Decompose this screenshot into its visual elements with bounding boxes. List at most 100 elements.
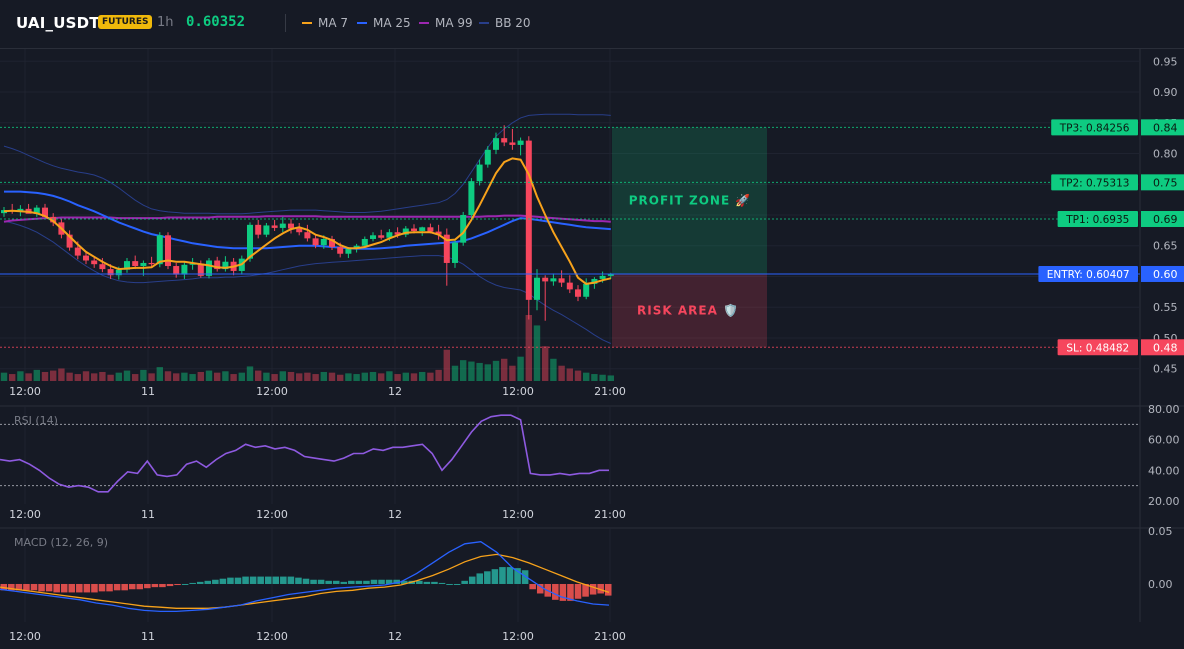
candle-body <box>337 246 344 254</box>
volume-bar <box>25 373 32 381</box>
macd-histogram-bar <box>212 579 219 584</box>
macd-histogram-bar <box>499 567 506 584</box>
bb-upper-line <box>3 113 611 215</box>
candle-body <box>42 207 48 217</box>
volume-bar <box>107 374 114 381</box>
candle-body <box>525 140 532 300</box>
legend-label: BB 20 <box>495 16 531 30</box>
macd-histogram-bar <box>91 583 98 593</box>
volume-bar <box>214 372 221 381</box>
macd-histogram-bar <box>536 583 544 594</box>
volume-bar <box>427 372 434 381</box>
ma25-line <box>4 190 611 250</box>
macd-histogram-bar <box>461 580 468 584</box>
macd-histogram-bar <box>30 583 38 591</box>
level-label-bg <box>1038 265 1138 282</box>
volume-bar <box>320 371 327 381</box>
profit-zone-label: PROFIT ZONE 🚀 <box>629 194 752 208</box>
volume-bar <box>255 370 262 381</box>
macd-histogram-bar <box>151 583 159 588</box>
volume-bar <box>419 371 426 381</box>
timeframe-label[interactable]: 1h <box>157 15 174 30</box>
legend-bb20[interactable]: BB 20 <box>479 16 531 30</box>
legend-ma7[interactable]: MA 7 <box>302 16 348 30</box>
candle-body <box>107 269 114 276</box>
candle-body <box>370 235 376 239</box>
macd-histogram-bar <box>446 583 453 585</box>
volume-bar <box>394 374 401 381</box>
time-tick-label: 12:00 <box>256 508 288 521</box>
risk-zone-label: RISK AREA 🛡️ <box>637 304 739 318</box>
volume-bar <box>181 372 188 381</box>
time-tick-label: 11 <box>141 385 155 398</box>
candle-body <box>50 216 57 223</box>
candle-body <box>288 223 294 229</box>
symbol-name[interactable]: UAI_USDT <box>16 14 100 32</box>
candle-body <box>509 142 516 145</box>
volume-bar <box>378 373 385 381</box>
candle-body <box>181 264 188 275</box>
candle-body <box>402 228 409 235</box>
volume-bar <box>591 374 598 381</box>
time-tick-label: 21:00 <box>594 630 626 643</box>
time-tick-label: 12 <box>388 385 402 398</box>
macd-signal-line <box>0 553 610 609</box>
candle-body <box>173 266 180 275</box>
volume-bar <box>115 372 122 381</box>
volume-bar <box>148 373 155 381</box>
macd-histogram-bar <box>144 583 151 589</box>
legend-ma99[interactable]: MA 99 <box>419 16 473 30</box>
candle-body <box>74 247 81 256</box>
legend-swatch <box>302 22 312 24</box>
volume-bar <box>238 372 245 381</box>
last-price: 0.60352 <box>186 14 246 30</box>
level-tick: 0.60 <box>1153 268 1178 281</box>
macd-histogram-bar <box>317 579 325 584</box>
candle-body <box>140 262 147 267</box>
profit-zone <box>612 127 767 274</box>
macd-histogram-bar <box>355 580 363 584</box>
volume-bar <box>550 358 557 381</box>
legend-ma25[interactable]: MA 25 <box>357 16 411 30</box>
candle-body <box>33 207 40 214</box>
volume-bar <box>41 371 49 381</box>
volume-bar <box>189 374 196 381</box>
price-tick-label: 0.80 <box>1153 148 1178 161</box>
macd-histogram-bar <box>370 579 378 584</box>
candle-body <box>591 278 598 284</box>
macd-histogram-bar <box>60 583 68 593</box>
macd-histogram-bar <box>45 583 53 592</box>
volume-bar <box>123 370 131 381</box>
rsi-tick-label: 60.00 <box>1148 434 1180 447</box>
macd-histogram-bar <box>272 576 280 584</box>
macd-histogram-bar <box>249 576 257 584</box>
macd-histogram-bar <box>295 577 302 584</box>
macd-histogram-bar <box>423 581 431 584</box>
candle-body <box>271 225 278 228</box>
candle-body <box>558 278 565 283</box>
candle-body <box>66 234 73 248</box>
candle-body <box>247 224 253 259</box>
candle-body <box>279 223 286 228</box>
volume-bar <box>484 364 491 381</box>
legend-swatch <box>357 22 367 24</box>
volume-bar <box>435 369 442 381</box>
candle-body <box>99 264 106 270</box>
macd-histogram-bar <box>332 580 340 584</box>
macd-histogram-bar <box>15 583 23 591</box>
macd-histogram-bar <box>438 582 446 584</box>
macd-histogram-bar <box>302 578 310 584</box>
volume-bar <box>304 372 311 381</box>
macd-histogram-bar <box>159 583 166 588</box>
macd-histogram-bar <box>113 583 121 591</box>
level-tick: 0.75 <box>1153 176 1178 189</box>
time-tick-label: 12:00 <box>502 385 534 398</box>
price-tick-label: 0.90 <box>1153 86 1178 99</box>
time-tick-label: 11 <box>141 508 155 521</box>
volume-bar <box>337 374 344 381</box>
volume-bar <box>599 374 606 381</box>
macd-histogram-bar <box>53 583 60 593</box>
volume-bar <box>402 372 409 381</box>
macd-histogram-bar <box>340 581 348 584</box>
